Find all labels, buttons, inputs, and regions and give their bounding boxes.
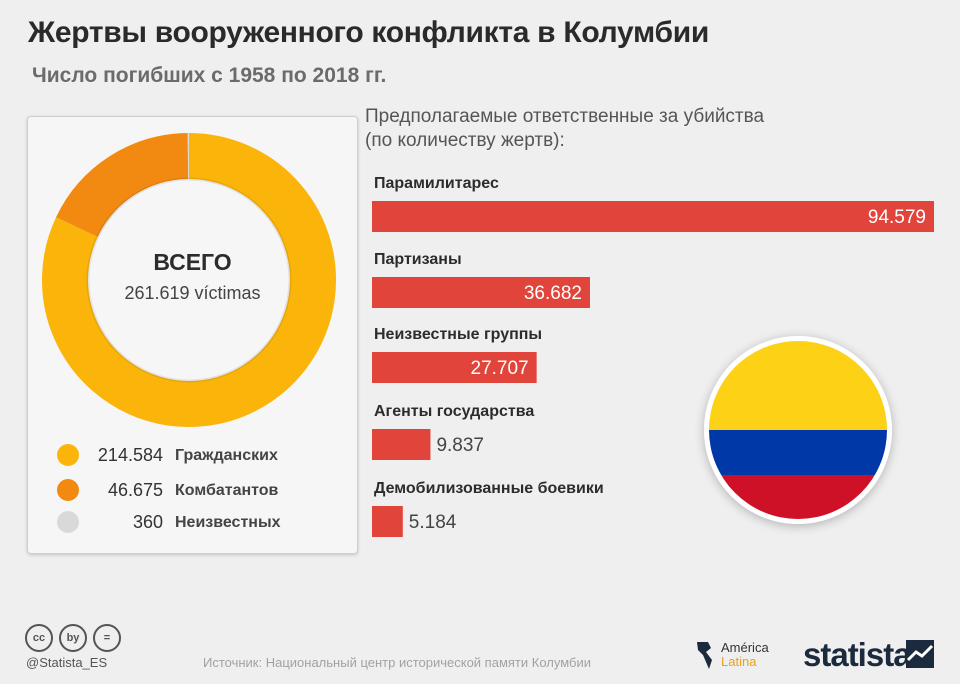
cc-icon[interactable]: cc <box>25 624 53 652</box>
bar <box>372 201 934 232</box>
legend-label: Неизвестных <box>175 514 281 531</box>
chart-title: Жертвы вооруженного конфликта в Колумбии <box>28 16 710 49</box>
donut-inner-ring <box>86 177 292 383</box>
no-derivatives-icon[interactable]: = <box>93 624 121 652</box>
bar-value-label: 27.707 <box>471 358 529 379</box>
bar <box>372 352 537 383</box>
donut-slice-combatants <box>56 133 189 238</box>
flag-stripe-blue <box>709 430 887 475</box>
legend-value: 360 <box>132 512 163 532</box>
bars-heading-line1: Предполагаемые ответственные за убийства <box>365 106 765 127</box>
legend-value: 214.584 <box>97 445 163 465</box>
logo-text-america: América <box>721 640 769 655</box>
donut-total-label: ВСЕГО <box>153 249 232 275</box>
bar-value-label: 5.184 <box>409 512 457 533</box>
bar <box>372 429 431 460</box>
colombia-flag-icon <box>704 336 892 524</box>
chart-subtitle: Число погибших с 1958 по 2018 гг. <box>32 64 387 87</box>
statista-wave-icon <box>906 644 934 662</box>
bar-value-label: 36.682 <box>524 283 582 304</box>
bar <box>372 506 403 537</box>
donut-total-value: 261.619 víctimas <box>124 283 261 303</box>
bars-heading: Предполагаемые ответственные за убийства… <box>365 105 764 153</box>
legend-item-unknown: 360 Неизвестных <box>28 509 357 535</box>
legend-item-civilians: 214.584 Гражданских <box>28 442 357 468</box>
bar-category-label: Парамилитарес <box>374 175 499 192</box>
attribution-icon[interactable]: by <box>59 624 87 652</box>
legend-dot <box>57 444 79 466</box>
bar-chart: Парамилитарес 94.579 Партизаны 36.682 Неизве… <box>372 175 934 537</box>
america-latina-logo: América Latina <box>694 640 784 672</box>
bar-category-label: Партизаны <box>374 251 462 268</box>
bar-value-label: 94.579 <box>868 207 926 228</box>
bar-value-label: 9.837 <box>436 435 484 456</box>
donut-chart <box>42 132 336 427</box>
bar <box>372 277 590 308</box>
flag-stripe-red <box>709 474 887 519</box>
americas-map-icon <box>697 642 712 669</box>
legend-dot <box>57 479 79 501</box>
bar-category-label: Агенты государства <box>374 403 534 420</box>
bar-category-label: Демобилизованные боевики <box>374 480 604 497</box>
bar-category-label: Неизвестные группы <box>374 326 542 343</box>
statista-logo[interactable]: statista <box>803 636 912 673</box>
logo-text-latina: Latina <box>721 654 757 669</box>
bars-heading-line2: (по количеству жертв): <box>365 130 565 151</box>
donut-slice-civilians <box>42 133 336 427</box>
flag-stripe-yellow <box>709 341 887 430</box>
legend-label: Комбатантов <box>175 482 279 499</box>
legend-label: Гражданских <box>175 447 278 464</box>
legend-dot <box>57 511 79 533</box>
legend-value: 46.675 <box>107 480 163 500</box>
twitter-handle[interactable]: @Statista_ES <box>26 655 108 670</box>
donut-card: ВСЕГО 261.619 víctimas 214.584 Гражданск… <box>27 116 358 554</box>
legend-item-combatants: 46.675 Комбатантов <box>28 477 357 503</box>
source-note: Источник: Национальный центр историческо… <box>203 655 591 670</box>
statista-mark-icon <box>906 640 934 668</box>
